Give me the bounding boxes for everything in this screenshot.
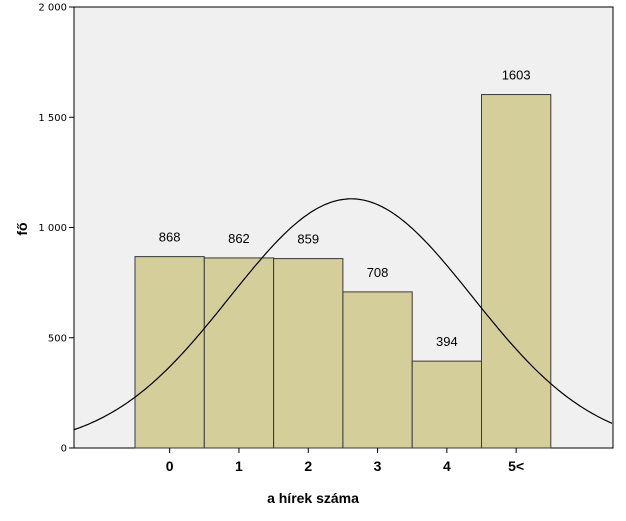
bar-1	[203, 257, 275, 449]
y-tick-label: 0	[61, 444, 67, 455]
bar-0	[134, 256, 205, 449]
data-label-3: 708	[367, 265, 389, 280]
x-tick-label: 5<	[508, 458, 524, 474]
data-label-5<: 1603	[502, 68, 531, 83]
x-tick-label: 0	[166, 458, 174, 474]
bar-4	[411, 360, 483, 449]
normal-curve-layer	[73, 198, 613, 431]
x-tick-label: 2	[304, 458, 312, 474]
bar-2	[273, 258, 344, 449]
y-tick-label: 2 000	[38, 3, 67, 14]
bar-3	[342, 291, 413, 449]
y-tick-label: 500	[48, 333, 67, 344]
y-axis-title: fő	[14, 222, 30, 235]
normal-curve	[73, 198, 613, 431]
y-axis: 0 500 1 000 1 500 2 000	[38, 3, 74, 455]
y-tick-label: 1 500	[38, 113, 67, 124]
data-label-0: 868	[159, 230, 181, 245]
x-axis: 0 1 2 3 4 5<	[166, 448, 524, 474]
data-labels: 868 862 859 708 394 1603	[159, 68, 531, 350]
data-label-1: 862	[228, 231, 250, 246]
data-label-2: 859	[297, 232, 319, 247]
x-axis-title: a hírek száma	[267, 490, 359, 506]
bar-5<	[481, 94, 552, 449]
x-tick-label: 4	[443, 458, 451, 474]
y-tick-label: 1 000	[38, 223, 67, 234]
x-tick-label: 1	[235, 458, 243, 474]
data-label-4: 394	[436, 334, 458, 349]
x-tick-label: 3	[374, 458, 382, 474]
bars	[134, 94, 552, 449]
